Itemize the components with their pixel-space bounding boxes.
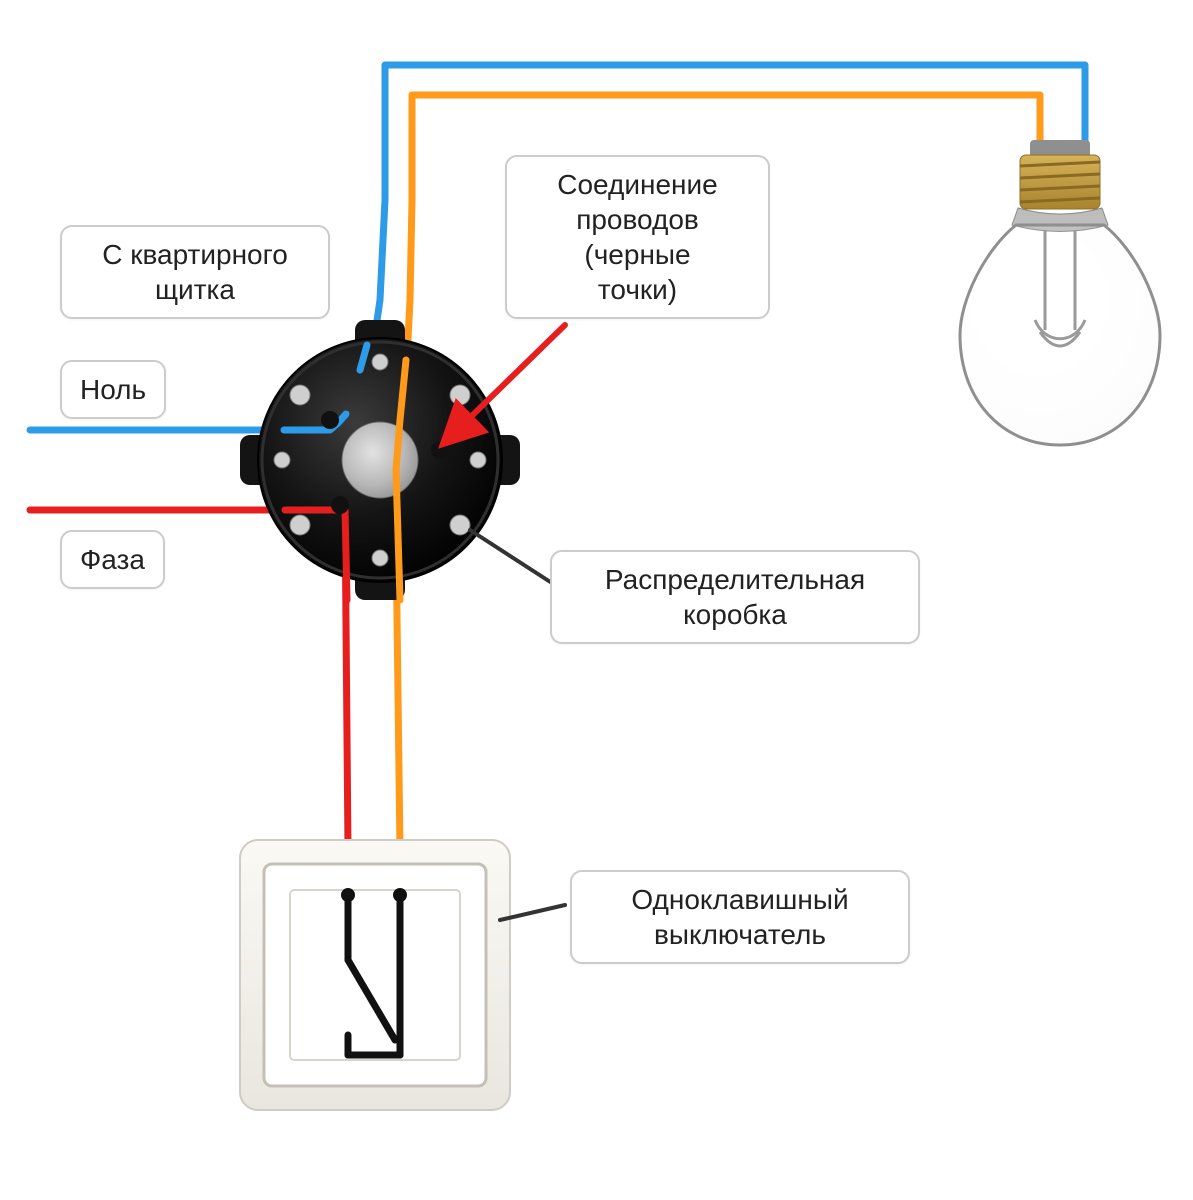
label-connections: Соединение проводов (черные точки) (505, 155, 770, 319)
label-phase: Фаза (60, 530, 165, 589)
label-junction-box: Распределительная коробка (550, 550, 920, 644)
label-neutral: Ноль (60, 360, 166, 419)
light-bulb-icon (960, 140, 1160, 445)
junction-box-icon (240, 320, 520, 600)
label-switch: Одноклавишный выключатель (570, 870, 910, 964)
light-switch-icon (240, 840, 510, 1110)
label-from-panel: С квартирного щитка (60, 225, 330, 319)
